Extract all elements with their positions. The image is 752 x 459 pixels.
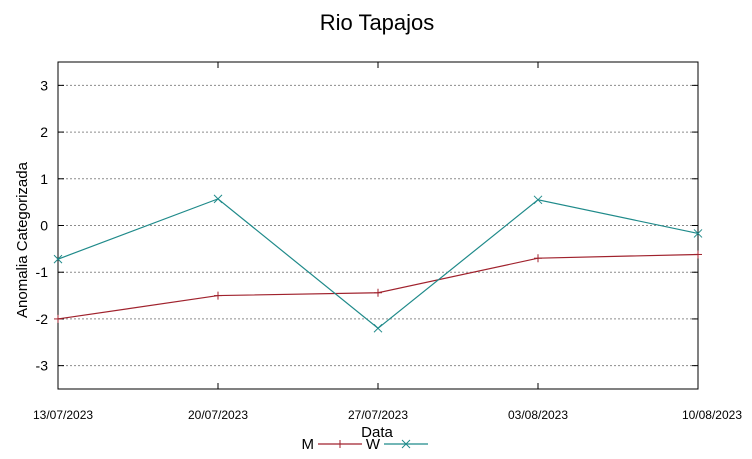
data-point-W (533, 195, 543, 205)
data-point-W (693, 229, 703, 238)
series-line-M (57, 253, 699, 320)
legend-label-M: M (302, 436, 315, 453)
x-tick-label: 03/08/2023 (508, 408, 568, 422)
legend-marker-W (401, 439, 411, 449)
data-point-W (373, 323, 383, 333)
chart-title: Rio Tapajos (320, 10, 435, 35)
series-M (54, 250, 702, 323)
y-tick-label: 0 (40, 218, 48, 234)
x-tick-label: 27/07/2023 (348, 408, 408, 422)
data-point-W (213, 194, 223, 204)
x-axis-label: Data (361, 424, 393, 441)
x-tick-label: 10/08/2023 (682, 408, 742, 422)
y-tick-label: -2 (36, 311, 49, 327)
y-tick-label: 2 (40, 124, 48, 140)
y-tick-label: 1 (40, 171, 48, 187)
series-layer (53, 194, 703, 333)
y-axis-ticks: -3 -2 -1 0 1 2 3 (36, 77, 698, 374)
legend-label-W: W (366, 436, 381, 453)
x-axis-ticks: 13/07/2023 20/07/2023 27/07/2023 03/08/2023… (33, 62, 742, 422)
y-axis-label: Anomalia Categorizada (14, 161, 31, 318)
y-tick-label: -1 (36, 264, 49, 280)
series-W (53, 194, 703, 333)
gridlines (58, 84, 698, 367)
series-line-W (57, 198, 699, 330)
y-tick-label: -3 (36, 358, 49, 374)
data-point-W (53, 254, 63, 264)
x-tick-label: 20/07/2023 (188, 408, 248, 422)
x-tick-label: 13/07/2023 (33, 408, 93, 422)
y-tick-label: 3 (40, 77, 48, 93)
